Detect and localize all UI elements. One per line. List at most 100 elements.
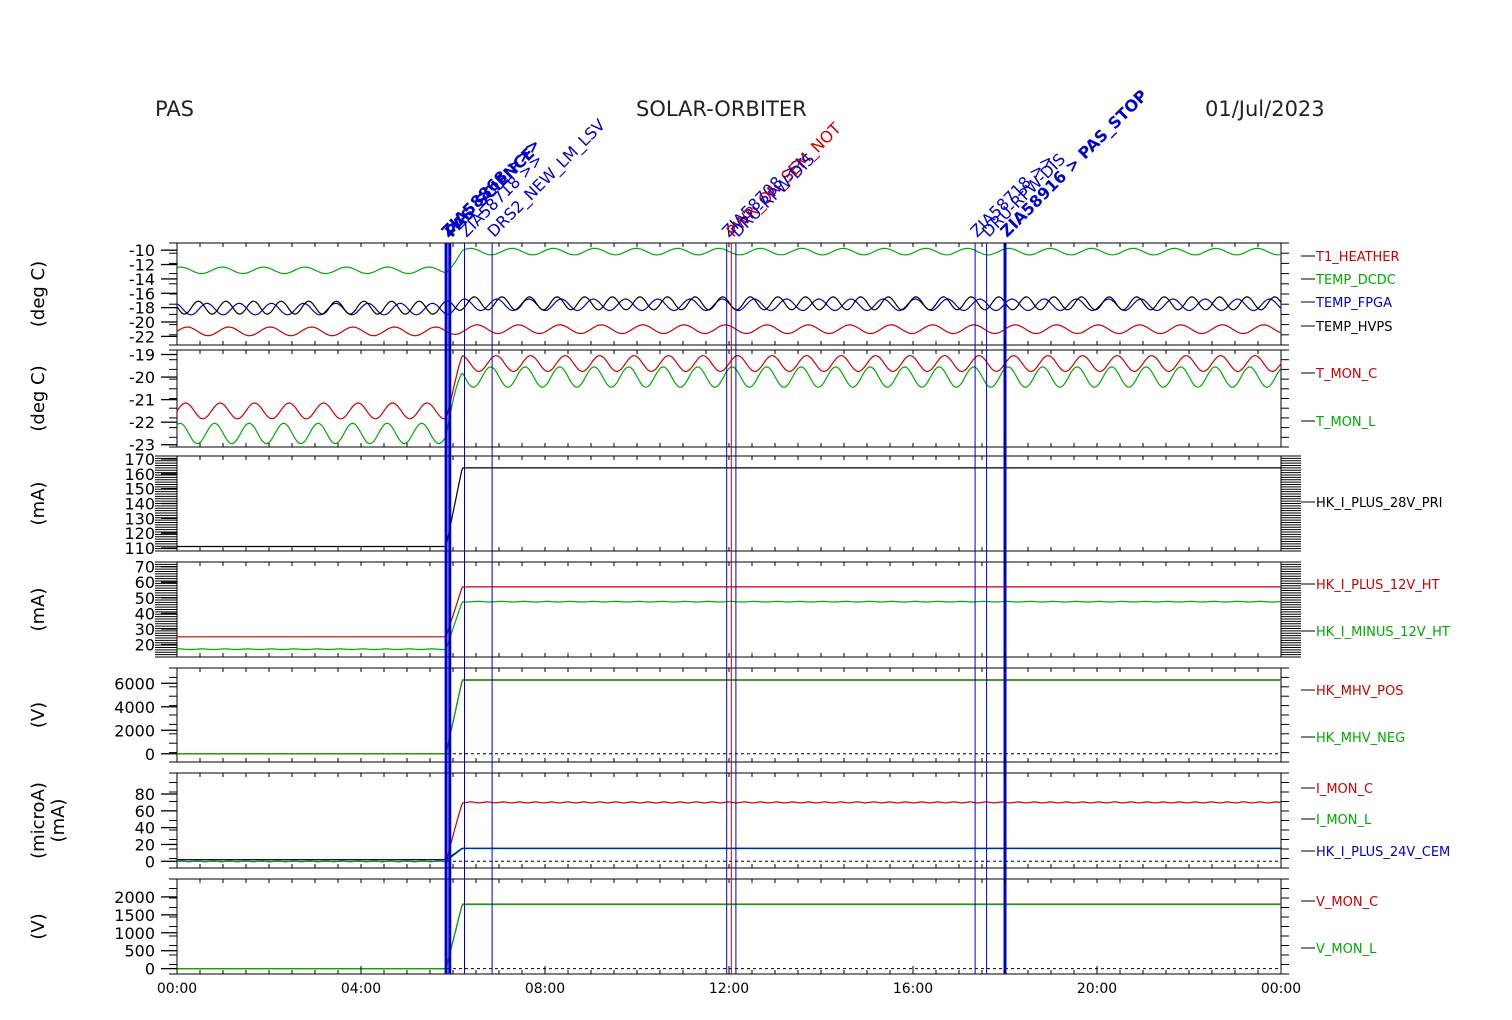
series-line-t1-heather: [176, 324, 1282, 337]
panel-frame: [176, 878, 1282, 975]
series-label: HK_I_PLUS_28V_PRI: [1316, 496, 1442, 511]
x-tick-label: 00:00: [157, 981, 197, 997]
y-axis-label-secondary: (mA): [48, 799, 69, 843]
series-line-hk-mhv-neg: [177, 679, 1281, 755]
y-axis-label: (deg C): [28, 261, 49, 327]
y-tick-label: 160: [124, 465, 155, 484]
series-line-hk-i-plus-28v-pri: [177, 467, 1281, 548]
y-tick-label: 4000: [114, 698, 155, 717]
y-tick-label: 80: [135, 785, 155, 804]
y-axis-label: (microA): [28, 782, 49, 859]
series-label: T_MON_L: [1315, 415, 1376, 430]
header-instrument: PAS: [155, 97, 194, 121]
panel-0: -10-12-14-16-18-20-22 (deg C) T1_HEATHER TE…: [28, 241, 1400, 346]
y-tick-label: -18: [129, 299, 155, 318]
y-tick-label: 20: [135, 835, 155, 854]
series-line-t-mon-c: [176, 354, 1282, 420]
panel-4: 6000 4000 2000 0 (V) HK_MHV_POS HK_MHV_NEG: [28, 667, 1405, 764]
y-tick-label: -20: [129, 313, 155, 332]
header-date: 01/Jul/2023: [1205, 97, 1325, 121]
y-tick-label: -21: [129, 391, 155, 410]
series-line-i-mon-c: [176, 801, 1282, 863]
panel-frame: [176, 667, 1282, 763]
y-tick-label: -23: [129, 436, 155, 455]
series-label: I_MON_L: [1316, 813, 1372, 828]
y-tick-label: 70: [135, 558, 155, 577]
y-tick-label: 0: [145, 745, 155, 764]
y-axis-label: (mA): [28, 588, 49, 632]
y-tick-label: 0: [145, 852, 155, 871]
panels-group: -10-12-14-16-18-20-22(deg C)T1_HEATHERTE…: [28, 241, 1450, 978]
y-tick-label: 40: [135, 819, 155, 838]
y-tick-label: 120: [124, 524, 155, 543]
series-label: HK_I_MINUS_12V_HT: [1316, 625, 1450, 640]
series-label: TEMP_FPGA: [1315, 296, 1392, 311]
panel-frame: [176, 772, 1282, 869]
y-tick-label: 140: [124, 495, 155, 514]
y-axis-label: (mA): [28, 482, 49, 526]
series-line-v-mon-l: [177, 903, 1281, 970]
y-tick-label: 30: [135, 620, 155, 639]
y-tick-label: 170: [124, 450, 155, 469]
series-label: TEMP_HVPS: [1315, 320, 1392, 335]
series-line-temp-hvps: [176, 296, 1282, 315]
y-tick-label: 130: [124, 509, 155, 528]
y-axis-label: (deg C): [28, 365, 49, 431]
panel-frame: [176, 455, 1282, 552]
series-label: HK_MHV_POS: [1316, 684, 1404, 699]
y-tick-label: -14: [129, 270, 155, 289]
series-label: I_MON_C: [1316, 782, 1373, 797]
series-label: TEMP_DCDC: [1315, 273, 1396, 288]
y-tick-label: 6000: [114, 674, 155, 693]
header-mission: SOLAR-ORBITER: [636, 97, 807, 121]
x-tick-label: 08:00: [525, 981, 565, 997]
series-label: V_MON_L: [1316, 942, 1377, 957]
y-tick-label: 40: [135, 604, 155, 623]
series-label: HK_I_PLUS_12V_HT: [1316, 578, 1440, 593]
y-tick-label: 500: [124, 942, 155, 961]
x-tick-label: 04:00: [341, 981, 381, 997]
series-label: HK_I_PLUS_24V_CEM: [1316, 845, 1450, 860]
series-line-t-mon-l: [176, 366, 1282, 445]
y-tick-label: -22: [129, 327, 155, 346]
x-tick-label: 20:00: [1077, 981, 1117, 997]
y-tick-label: -20: [129, 368, 155, 387]
event-annotation: DRU-RPW-DIS: [978, 150, 1069, 241]
series-line-hk-mhv-pos: [177, 679, 1281, 755]
series-label: HK_MHV_NEG: [1316, 731, 1405, 746]
y-axis-label: (V): [28, 913, 49, 939]
y-tick-label: 1500: [114, 906, 155, 925]
y-tick-label: -22: [129, 413, 155, 432]
panel-1: -19 -20 -21 -22 -23 (deg C) T_MON_C T_MON_L: [28, 346, 1377, 455]
series-line-hk-i-plus-24v-cem: [177, 847, 1281, 861]
y-tick-label: -19: [129, 346, 155, 365]
y-tick-label: 150: [124, 480, 155, 499]
series-label: V_MON_C: [1316, 895, 1378, 910]
series-label: T_MON_C: [1315, 367, 1377, 382]
series-line-temp-dcdc: [176, 247, 1282, 275]
y-tick-label: 60: [135, 573, 155, 592]
panel-frame: [176, 242, 1282, 346]
x-tick-label: 16:00: [893, 981, 933, 997]
x-tick-label: 12:00: [709, 981, 749, 997]
y-tick-label: -10: [129, 241, 155, 260]
y-tick-label: 50: [135, 589, 155, 608]
y-tick-label: 1000: [114, 924, 155, 943]
x-axis: 00:00 04:00 08:00 12:00 16:00 20:00 00:00: [157, 243, 1301, 997]
series-line-v-mon-c: [177, 903, 1281, 970]
panel-frame: [176, 561, 1282, 658]
event-annotation: ZIA58916 > PAS_STOP: [996, 86, 1151, 241]
y-tick-label: -16: [129, 284, 155, 303]
y-tick-label: -12: [129, 256, 155, 275]
y-axis-label: (V): [28, 702, 49, 728]
y-tick-label: 2000: [114, 721, 155, 740]
x-tick-label: 00:00: [1261, 981, 1301, 997]
series-line-hk-i-minus-12v-ht: [176, 600, 1281, 651]
event-annotation: DRU-RPW-DIS: [727, 150, 818, 241]
